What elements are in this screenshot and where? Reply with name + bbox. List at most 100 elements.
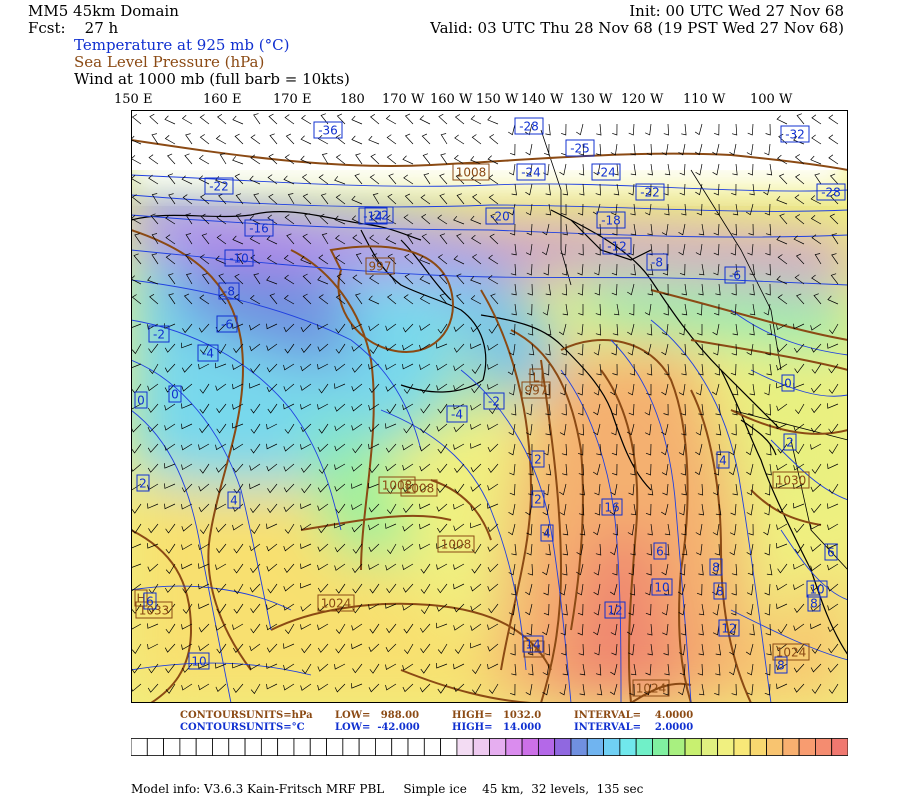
wind-barb — [777, 254, 788, 265]
wind-barb — [594, 503, 601, 516]
wind-barb — [439, 193, 448, 205]
wind-barb — [560, 623, 567, 636]
wind-barb — [368, 643, 380, 653]
temperature-label-box — [358, 207, 388, 225]
wind-barb — [544, 383, 550, 396]
wind-barb — [562, 543, 569, 556]
wind-barb — [561, 203, 567, 216]
wind-barb — [695, 163, 703, 176]
wind-barb — [165, 603, 176, 614]
wind-barb — [317, 503, 329, 511]
wind-barb — [712, 483, 720, 496]
wind-barb — [715, 423, 722, 436]
wind-barb — [661, 143, 669, 156]
temperature-label-box — [807, 594, 821, 612]
wind-barb — [421, 233, 431, 245]
wind-barb — [729, 143, 737, 156]
wind-barb — [647, 223, 653, 236]
wind-barb — [215, 255, 227, 265]
wind-barb — [793, 423, 805, 432]
wind-barb — [404, 133, 414, 145]
temperature-label: 8 — [777, 659, 785, 673]
wind-barb — [526, 623, 533, 636]
wind-barb — [402, 443, 414, 451]
wind-barb — [421, 214, 431, 225]
wind-barb — [628, 643, 635, 656]
wind-barb — [731, 683, 737, 696]
wind-barb — [810, 323, 822, 331]
wind-barb — [629, 444, 635, 456]
wind-barb — [508, 603, 516, 616]
colorbar-swatch — [505, 738, 523, 756]
wind-barb — [595, 243, 601, 256]
wind-barb — [715, 283, 721, 296]
slp-high: HIGH= 1032.0 — [452, 710, 542, 721]
wind-barb — [419, 275, 431, 285]
wind-barb — [317, 623, 329, 631]
wind-barb — [663, 403, 669, 416]
wind-barb — [731, 423, 737, 436]
wind-barb — [525, 143, 533, 156]
wind-barb — [490, 213, 499, 225]
wind-barb — [287, 193, 295, 205]
wind-barb — [698, 283, 704, 296]
wind-barb — [628, 483, 635, 496]
wind-barb — [351, 643, 363, 650]
temperature-label-box — [516, 163, 546, 181]
longitude-label: 170 E — [273, 92, 312, 107]
wind-barb — [420, 423, 431, 434]
wind-barb — [811, 114, 822, 125]
wind-barb — [369, 623, 380, 634]
wind-barb — [629, 363, 636, 376]
wind-barb — [369, 174, 380, 185]
wind-barb — [661, 603, 669, 616]
pressure-label: L — [533, 371, 540, 385]
colorbar-swatch — [440, 738, 458, 756]
wind-barb — [369, 463, 380, 474]
wind-barb — [215, 683, 227, 692]
wind-barb — [436, 622, 448, 629]
wind-barb — [679, 563, 686, 576]
wind-barb — [766, 443, 772, 456]
wind-barb — [681, 203, 687, 216]
wind-barb — [745, 203, 754, 216]
wind-barb — [793, 323, 805, 330]
colorbar-swatch — [131, 738, 148, 756]
colorbar-swatch — [179, 738, 197, 756]
wind-barb — [525, 423, 533, 436]
wind-barb — [794, 603, 805, 614]
wind-barb — [698, 263, 705, 276]
wind-barb — [185, 273, 193, 285]
wind-barb — [419, 483, 431, 492]
wind-barb — [336, 273, 346, 285]
wind-barb — [610, 623, 618, 636]
wind-barb — [368, 423, 380, 433]
wind-barb — [508, 383, 516, 396]
wind-barb — [164, 503, 176, 510]
wind-barb — [730, 503, 737, 516]
wind-barb — [578, 304, 584, 316]
wind-barb — [576, 563, 584, 576]
colorbar-swatch — [375, 738, 393, 756]
wind-barb — [216, 234, 227, 245]
wind-barb — [712, 163, 720, 176]
wind-barb — [471, 663, 482, 675]
wind-barb — [730, 303, 737, 316]
wind-barb — [233, 543, 244, 554]
temperature-label: 2 — [139, 477, 147, 491]
wind-barb — [215, 623, 227, 631]
wind-barb — [317, 275, 329, 285]
wind-barb — [249, 235, 261, 245]
wind-barb — [488, 194, 499, 205]
wind-barb — [810, 663, 822, 673]
wind-barb — [233, 343, 244, 354]
wind-barb — [470, 343, 482, 350]
wind-barb — [165, 623, 176, 634]
wind-barb — [749, 263, 755, 276]
wind-barb — [776, 195, 788, 205]
wind-barb — [148, 523, 159, 534]
temperature-colorbar — [131, 738, 848, 756]
wind-barb — [509, 223, 516, 236]
wind-barb — [300, 323, 312, 333]
wind-barb — [645, 583, 652, 596]
